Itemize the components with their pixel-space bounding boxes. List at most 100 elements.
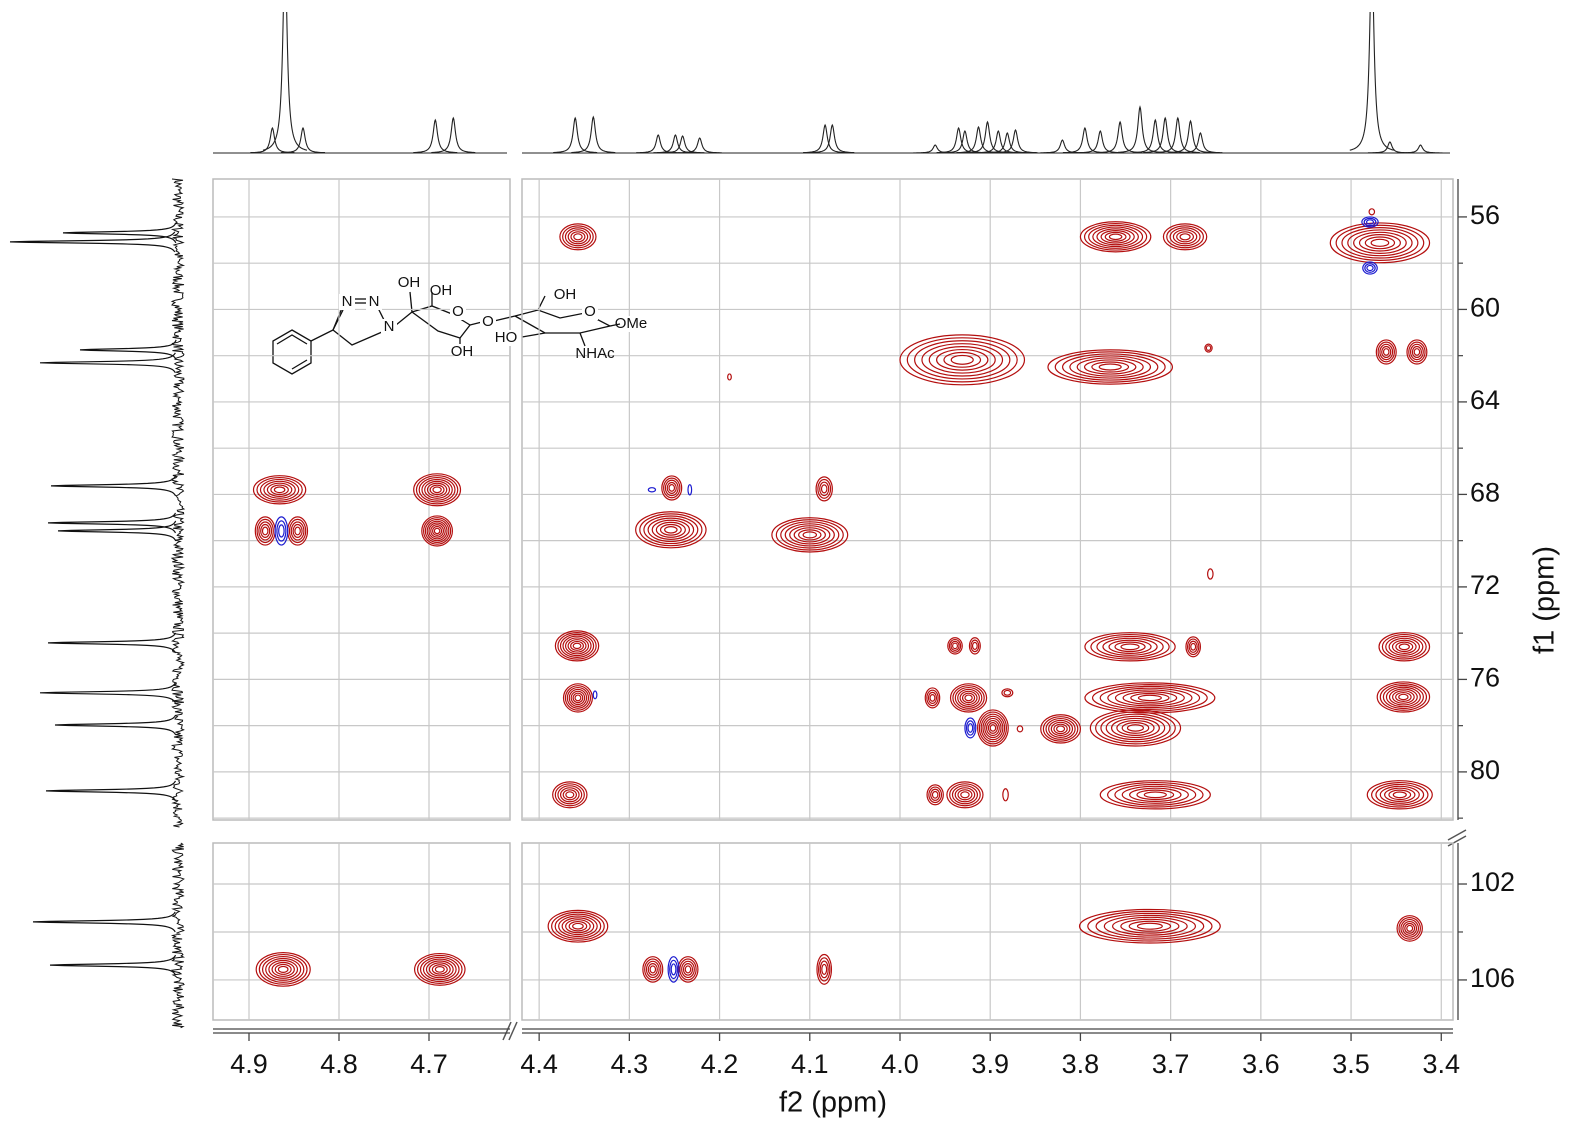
proton-peak bbox=[803, 123, 848, 154]
contour-peak bbox=[413, 952, 466, 986]
plot-area bbox=[252, 208, 1433, 987]
contour-level bbox=[1409, 343, 1424, 361]
contour-level bbox=[970, 639, 980, 653]
contour-level bbox=[572, 922, 584, 930]
contour-level bbox=[421, 515, 454, 547]
contour-peak bbox=[1040, 714, 1082, 744]
contour-level bbox=[431, 964, 448, 975]
contour-level bbox=[1002, 788, 1009, 802]
contour-level bbox=[1341, 227, 1419, 259]
contour-level bbox=[928, 786, 943, 804]
proton-peak bbox=[413, 118, 458, 154]
contour-level bbox=[260, 523, 271, 538]
contour-level bbox=[1088, 224, 1144, 249]
contour-level bbox=[567, 639, 587, 653]
contour-level bbox=[413, 952, 466, 986]
contour-level bbox=[1110, 717, 1160, 739]
contour-peak bbox=[647, 487, 657, 493]
contour-level bbox=[1136, 789, 1175, 801]
contour-peak bbox=[1079, 221, 1152, 253]
x-tick-label: 4.4 bbox=[520, 1049, 558, 1079]
contour-peak bbox=[1204, 343, 1213, 353]
contour-level bbox=[1382, 348, 1390, 356]
contour-level bbox=[930, 788, 941, 801]
contour-level bbox=[1396, 915, 1423, 942]
proton-peak bbox=[913, 144, 958, 154]
bond bbox=[609, 323, 621, 327]
contour-level bbox=[948, 638, 962, 653]
contour-level bbox=[984, 717, 1002, 739]
contour-level bbox=[1112, 916, 1188, 936]
proton-peak bbox=[1367, 141, 1412, 154]
contour-level bbox=[1120, 643, 1140, 651]
contour-level bbox=[255, 952, 311, 987]
contour-level bbox=[1185, 636, 1202, 658]
contour-level bbox=[1137, 694, 1162, 702]
contour-level bbox=[1347, 229, 1413, 257]
contour-peak bbox=[559, 223, 597, 251]
contour-peak bbox=[1366, 780, 1433, 810]
structure-label: N bbox=[384, 318, 395, 335]
contour-level bbox=[1368, 208, 1376, 216]
contour-level bbox=[572, 642, 582, 650]
proton-peak bbox=[1040, 139, 1085, 154]
contour-level bbox=[1388, 688, 1418, 706]
contour-level bbox=[1104, 231, 1127, 242]
contour-level bbox=[428, 962, 451, 977]
contour-level bbox=[663, 477, 681, 499]
contour-level bbox=[1045, 717, 1076, 740]
contour-level bbox=[667, 956, 680, 983]
proton-peak bbox=[1078, 129, 1123, 154]
contour-level bbox=[946, 781, 984, 809]
contour-peak bbox=[924, 687, 941, 709]
label-background bbox=[381, 319, 397, 335]
contour-level bbox=[951, 785, 979, 805]
contour-level bbox=[564, 685, 592, 711]
structure-label: OH bbox=[430, 282, 453, 299]
label-background bbox=[339, 294, 355, 310]
contour-level bbox=[1388, 637, 1421, 656]
contour-level bbox=[418, 476, 456, 503]
label-background bbox=[623, 316, 639, 332]
x-tick-label: 4.0 bbox=[881, 1049, 919, 1079]
contour-level bbox=[256, 518, 274, 544]
bond bbox=[332, 329, 383, 346]
contour-level bbox=[559, 633, 595, 658]
contour-level bbox=[266, 482, 293, 497]
contour-peak bbox=[661, 475, 683, 501]
contour-level bbox=[643, 515, 699, 545]
contour-level bbox=[645, 960, 660, 979]
contour-level bbox=[1379, 785, 1420, 804]
contour-level bbox=[899, 334, 1026, 386]
contour-level bbox=[294, 526, 301, 536]
contour-level bbox=[413, 473, 462, 507]
structure-label: OH bbox=[451, 343, 474, 360]
contour-peak bbox=[1185, 636, 1202, 658]
contour-level bbox=[982, 715, 1004, 741]
contour-level bbox=[989, 724, 997, 732]
contour-level bbox=[1379, 343, 1394, 361]
contour-level bbox=[1069, 355, 1152, 379]
contour-level bbox=[415, 475, 459, 505]
panel-frame bbox=[521, 178, 1454, 821]
contour-level bbox=[1095, 912, 1205, 940]
contour-peak bbox=[815, 476, 833, 502]
carbon-peak bbox=[47, 512, 177, 534]
contour-level bbox=[936, 348, 989, 371]
contour-level bbox=[1054, 351, 1166, 383]
contour-level bbox=[1107, 687, 1193, 709]
y-tick-label: 106 bbox=[1470, 963, 1515, 993]
contour-level bbox=[1361, 216, 1379, 228]
proton-peak bbox=[262, 12, 308, 151]
contour-level bbox=[277, 965, 289, 973]
contour-level bbox=[1096, 635, 1164, 658]
contour-level bbox=[428, 522, 446, 540]
contour-level bbox=[793, 527, 826, 543]
contour-level bbox=[1365, 219, 1375, 225]
contour-level bbox=[1047, 349, 1174, 385]
contour-level bbox=[1107, 781, 1204, 808]
x-tick-label: 4.7 bbox=[410, 1049, 448, 1079]
contour-level bbox=[1402, 920, 1418, 936]
contour-level bbox=[1096, 228, 1135, 246]
contour-level bbox=[290, 521, 305, 541]
